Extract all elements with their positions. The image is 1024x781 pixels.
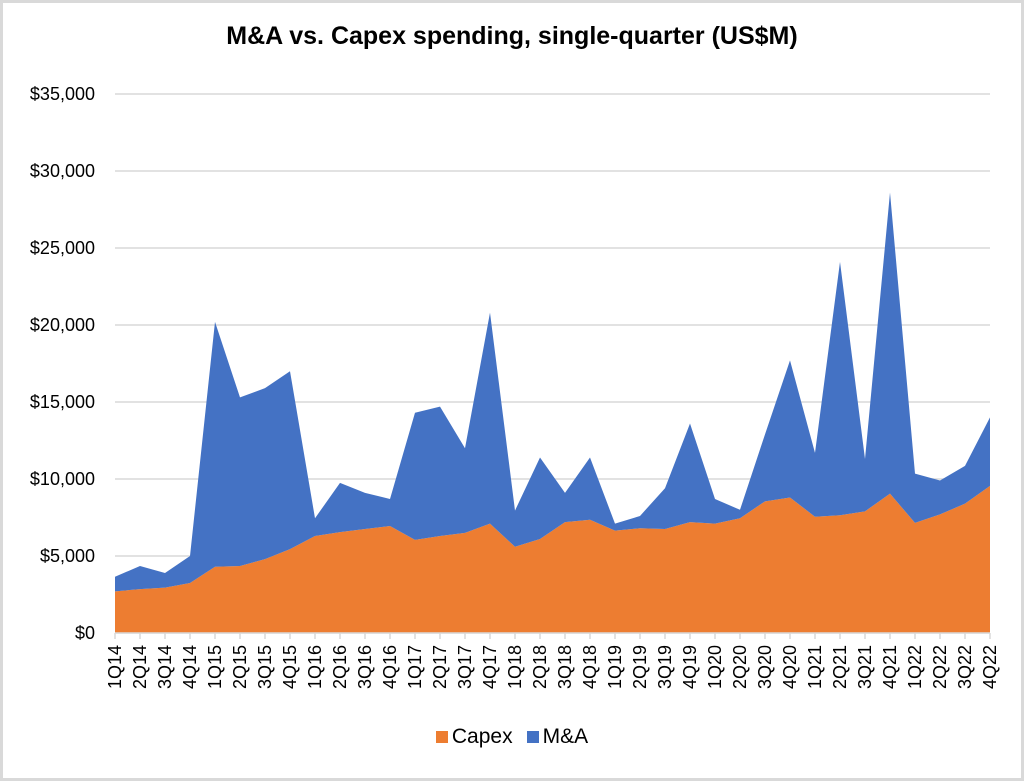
- x-tick-label: 4Q14: [180, 645, 200, 689]
- x-tick-label: 4Q18: [580, 645, 600, 689]
- y-tick-label: $10,000: [30, 469, 95, 489]
- area-series: [115, 192, 990, 633]
- y-tick-label: $35,000: [30, 84, 95, 104]
- x-tick-label: 4Q21: [880, 645, 900, 689]
- legend: Capex M&A: [0, 725, 1024, 749]
- x-tick-label: 2Q22: [930, 645, 950, 689]
- legend-item-capex: Capex: [435, 725, 513, 749]
- x-tick-label: 3Q19: [655, 645, 675, 689]
- x-tick-label: 2Q14: [130, 645, 150, 689]
- y-tick-label: $5,000: [40, 546, 95, 566]
- y-tick-label: $25,000: [30, 238, 95, 258]
- x-tick-label: 3Q21: [855, 645, 875, 689]
- area-capex: [115, 485, 990, 633]
- legend-label-capex: Capex: [451, 725, 513, 748]
- x-tick-label: 2Q21: [830, 645, 850, 689]
- legend-item-ma: M&A: [526, 725, 589, 749]
- y-axis-ticks: $0 $5,000 $10,000 $15,000 $20,000 $25,000 $30,…: [30, 84, 95, 643]
- x-tick-label: 3Q22: [955, 645, 975, 689]
- x-tick-label: 4Q17: [480, 645, 500, 689]
- x-tick-label: 3Q14: [155, 645, 175, 689]
- y-tick-label: $0: [75, 623, 95, 643]
- x-tick-label: 4Q22: [980, 645, 1000, 689]
- x-tick-label: 2Q19: [630, 645, 650, 689]
- x-tick-label: 4Q19: [680, 645, 700, 689]
- x-tick-label: 2Q17: [430, 645, 450, 689]
- x-axis-ticks: 1Q14 2Q14 3Q14 4Q14 1Q15 2Q15 3Q15 4Q15 1Q16 2Q16…: [105, 632, 1000, 689]
- x-tick-label: 4Q15: [280, 645, 300, 689]
- legend-label-ma: M&A: [542, 725, 589, 748]
- legend-swatch-ma: [526, 731, 539, 743]
- x-tick-label: 2Q20: [730, 645, 750, 689]
- chart-title: M&A vs. Capex spending, single-quarter (…: [226, 22, 798, 50]
- x-tick-label: 3Q17: [455, 645, 475, 689]
- x-tick-label: 1Q14: [105, 645, 125, 689]
- x-tick-label: 4Q16: [380, 645, 400, 689]
- x-tick-label: 3Q20: [755, 645, 775, 689]
- x-tick-label: 2Q16: [330, 645, 350, 689]
- y-tick-label: $30,000: [30, 161, 95, 181]
- x-tick-label: 1Q21: [805, 645, 825, 689]
- x-tick-label: 1Q15: [205, 645, 225, 689]
- x-tick-label: 1Q20: [705, 645, 725, 689]
- x-tick-label: 1Q22: [905, 645, 925, 689]
- x-tick-label: 3Q18: [555, 645, 575, 689]
- x-tick-label: 4Q20: [780, 645, 800, 689]
- x-tick-label: 1Q19: [605, 645, 625, 689]
- area-m-a: [115, 192, 990, 592]
- x-tick-label: 1Q17: [405, 645, 425, 689]
- x-tick-label: 2Q15: [230, 645, 250, 689]
- x-tick-label: 1Q16: [305, 645, 325, 689]
- y-tick-label: $20,000: [30, 315, 95, 335]
- y-tick-label: $15,000: [30, 392, 95, 412]
- x-tick-label: 2Q18: [530, 645, 550, 689]
- x-tick-label: 3Q15: [255, 645, 275, 689]
- x-tick-label: 1Q18: [505, 645, 525, 689]
- legend-swatch-capex: [435, 731, 448, 743]
- x-tick-label: 3Q16: [355, 645, 375, 689]
